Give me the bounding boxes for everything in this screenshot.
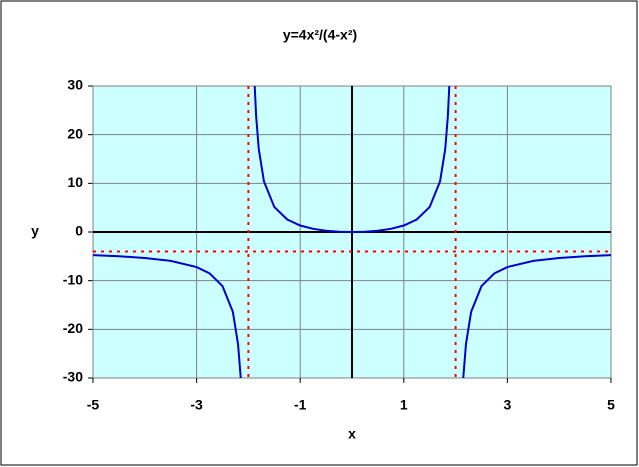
y-tick-label: 10 [67, 174, 83, 190]
x-tick-label: -5 [87, 397, 100, 413]
plot-layer [93, 86, 611, 378]
y-tick-label: -30 [63, 369, 83, 385]
x-tick-label: 3 [504, 397, 512, 413]
y-tick-label: 0 [75, 223, 83, 239]
x-tick-label: 5 [607, 397, 615, 413]
curve [93, 86, 611, 378]
chart-title: y=4x²/(4-x²) [283, 27, 357, 43]
y-tick-label: -10 [63, 271, 83, 287]
x-tick-label: -3 [190, 397, 203, 413]
y-tick-label: 30 [67, 77, 83, 93]
x-axis-label: x [348, 426, 356, 442]
y-axis-label: y [31, 223, 39, 239]
y-tick-label: 20 [67, 125, 83, 141]
x-tick-label: -1 [294, 397, 307, 413]
x-tick-label: 1 [400, 397, 408, 413]
y-tick-label: -20 [63, 320, 83, 336]
